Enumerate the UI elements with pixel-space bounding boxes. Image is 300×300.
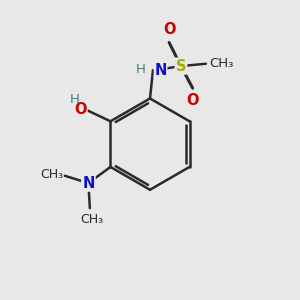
Text: H: H [70, 93, 80, 106]
Text: O: O [186, 93, 199, 108]
Text: S: S [176, 58, 186, 74]
Text: H: H [136, 62, 146, 76]
Text: CH₃: CH₃ [209, 57, 233, 70]
Text: N: N [82, 176, 94, 190]
Text: N: N [154, 63, 167, 78]
Text: CH₃: CH₃ [80, 213, 103, 226]
Text: CH₃: CH₃ [40, 168, 63, 182]
Text: O: O [163, 22, 175, 37]
Text: O: O [74, 102, 87, 117]
